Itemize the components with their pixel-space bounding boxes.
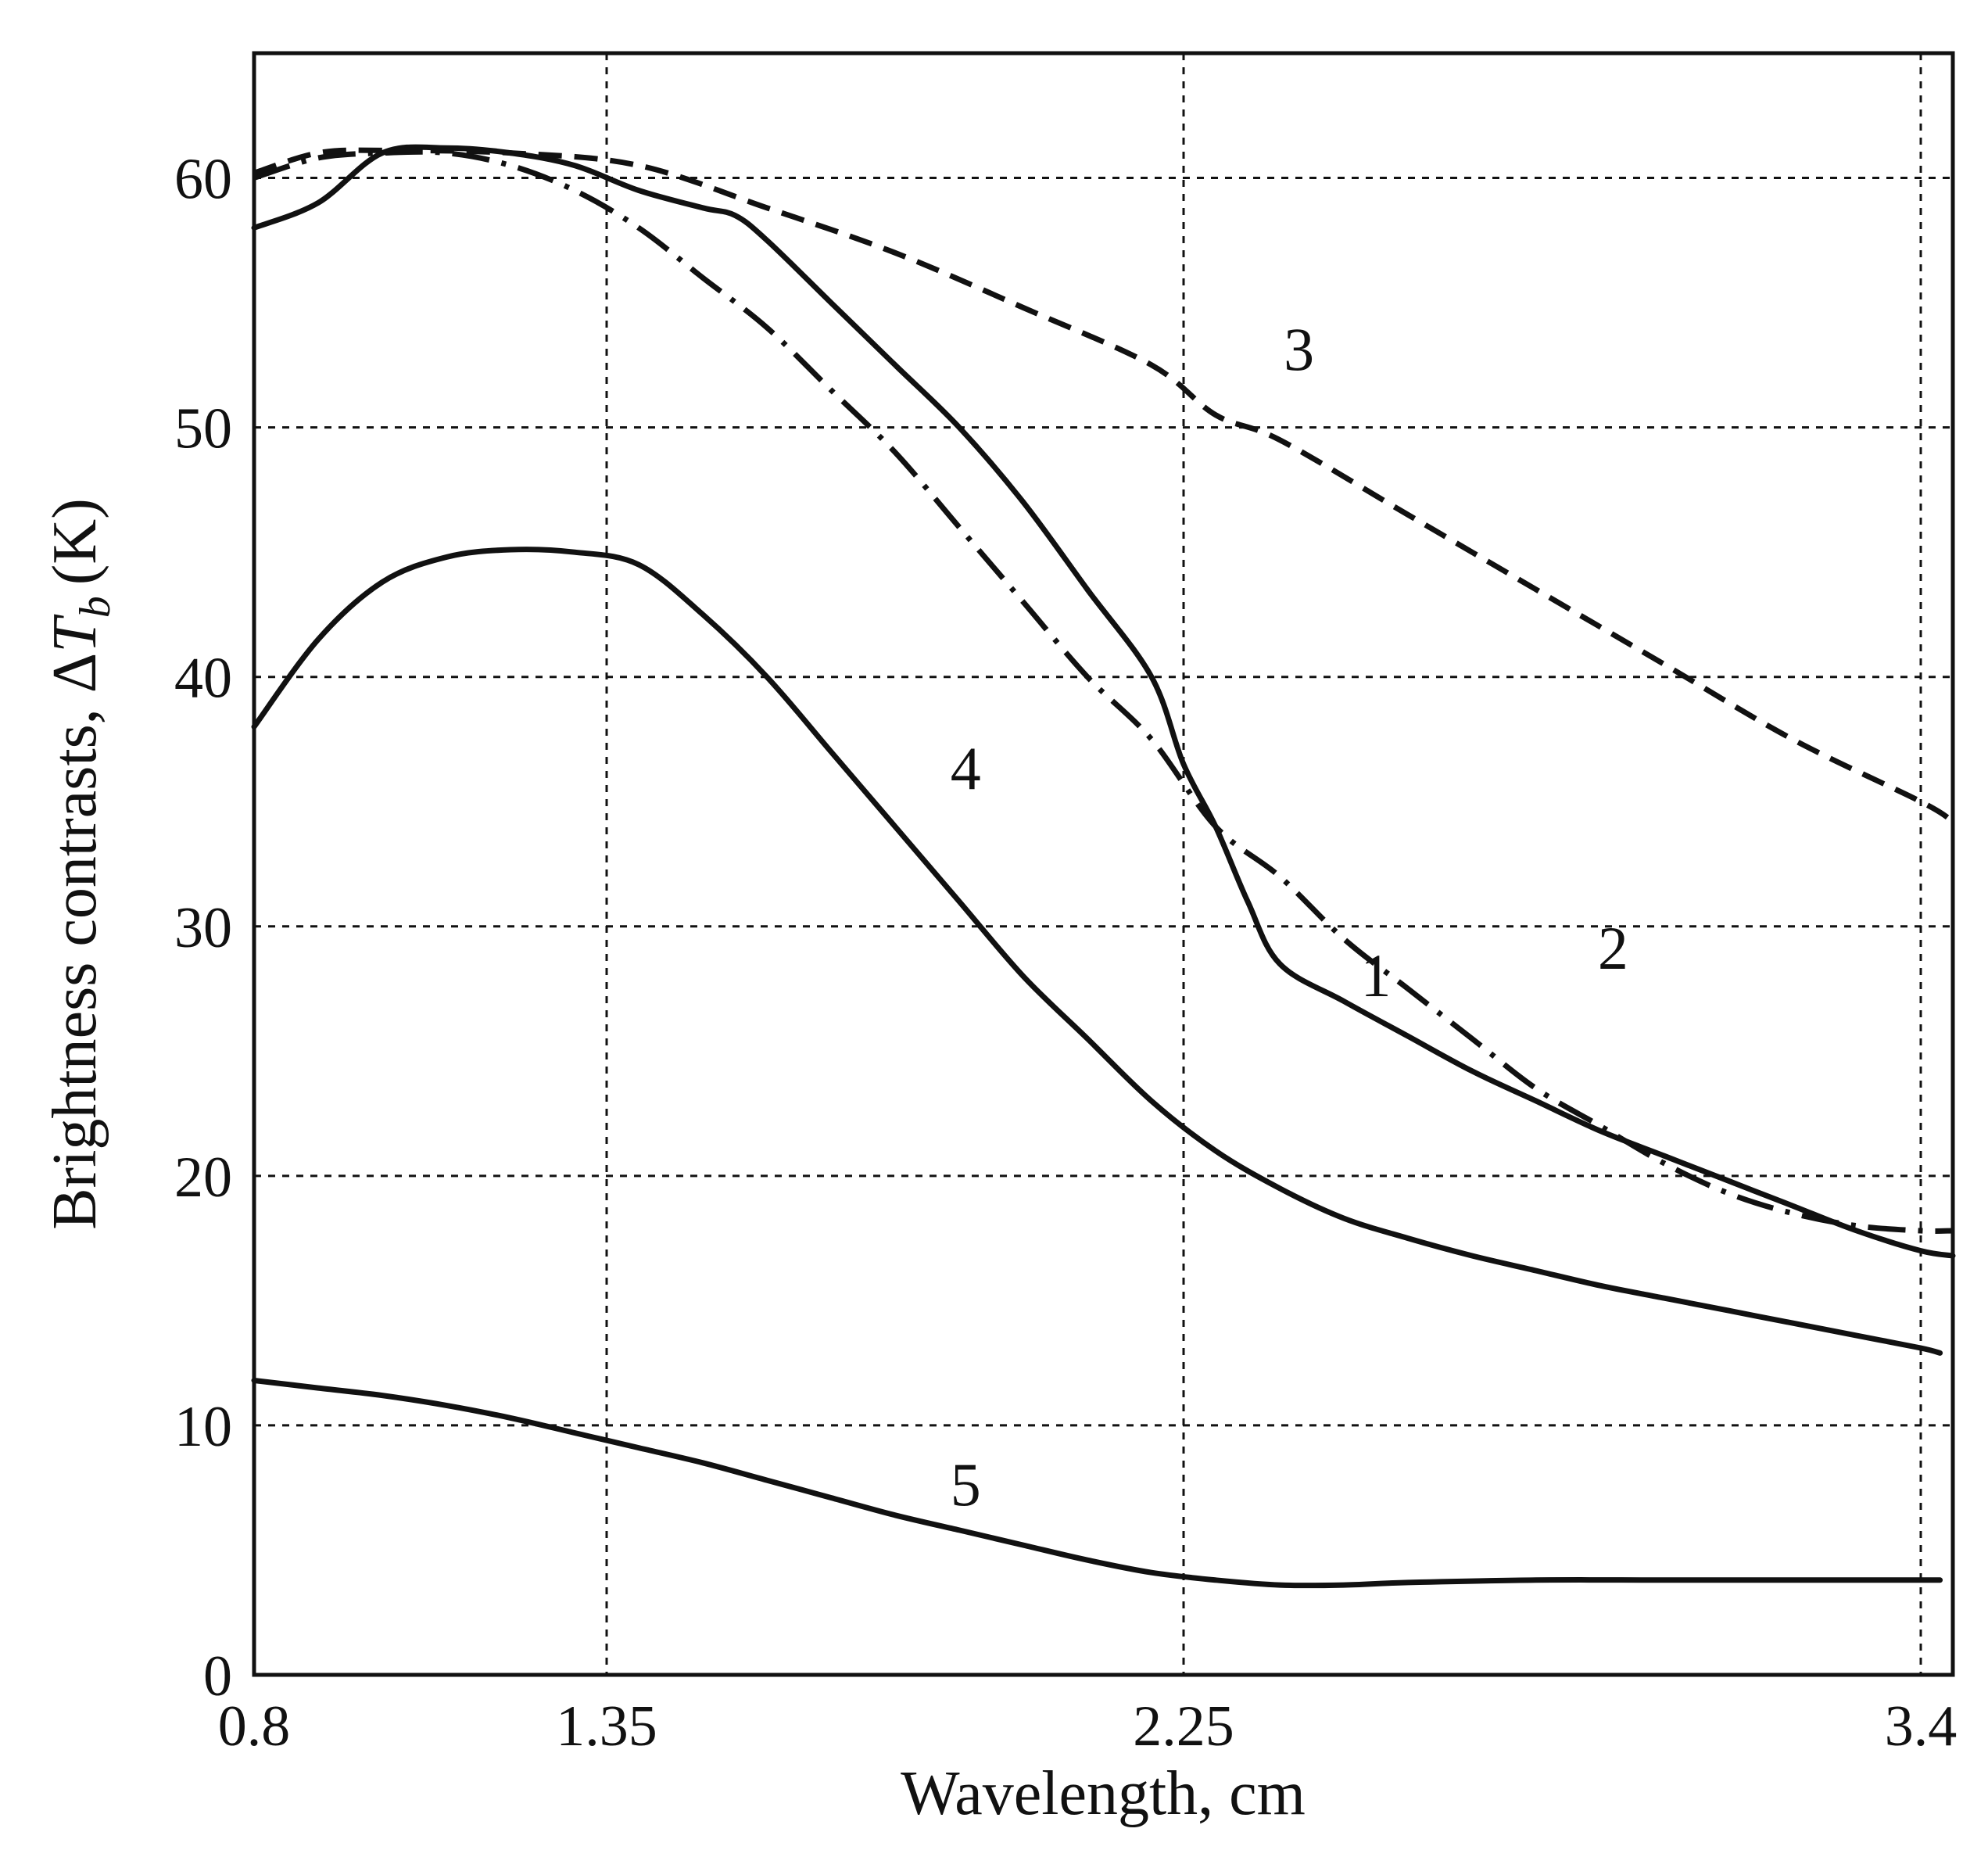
y-axis-title-sub: b [71, 596, 120, 618]
series-line-5 [251, 1378, 1943, 1589]
series-line-2 [253, 149, 1954, 1234]
curve-label-2: 2 [1598, 914, 1628, 982]
curve-label-4: 4 [951, 734, 981, 802]
y-axis-title: Brightness contrasts, ΔTb (K) [41, 498, 120, 1230]
x-tick-label: 1.35 [556, 1694, 657, 1759]
y-tick-label: 40 [174, 647, 232, 711]
y-tick-label: 20 [174, 1145, 232, 1210]
series-line-1 [251, 144, 1956, 1259]
curve-labels: 1 2 3 4 5 [951, 315, 1628, 1518]
y-tick-label: 60 [174, 148, 232, 212]
y-axis-title-var: T [41, 614, 109, 653]
x-tick-label: 2.25 [1133, 1694, 1234, 1759]
grid-lines [254, 53, 1953, 1675]
x-axis-title: Wavelength, cm [901, 1759, 1306, 1828]
y-tick-label: 10 [174, 1395, 232, 1459]
y-axis-title-main: Brightness contrasts, Δ [41, 653, 109, 1230]
series-lines [251, 144, 1956, 1589]
x-tick-label: 3.4 [1885, 1694, 1958, 1759]
x-tick-labels: 0.8 1.35 2.25 3.4 [218, 1694, 1958, 1759]
series-line-3 [253, 147, 1954, 824]
y-axis-title-unit: (K) [41, 498, 109, 585]
series-line-4 [251, 547, 1943, 1356]
y-tick-label: 30 [174, 896, 232, 960]
y-tick-label: 0 [203, 1644, 232, 1708]
x-tick-label: 0.8 [218, 1694, 291, 1759]
y-tick-labels: 0 10 20 30 40 50 60 [174, 148, 232, 1708]
plot-frame [252, 51, 1955, 1677]
curve-label-1: 1 [1361, 941, 1392, 1009]
curve-label-5: 5 [951, 1450, 981, 1518]
y-tick-label: 50 [174, 397, 232, 461]
curve-label-3: 3 [1284, 315, 1314, 383]
